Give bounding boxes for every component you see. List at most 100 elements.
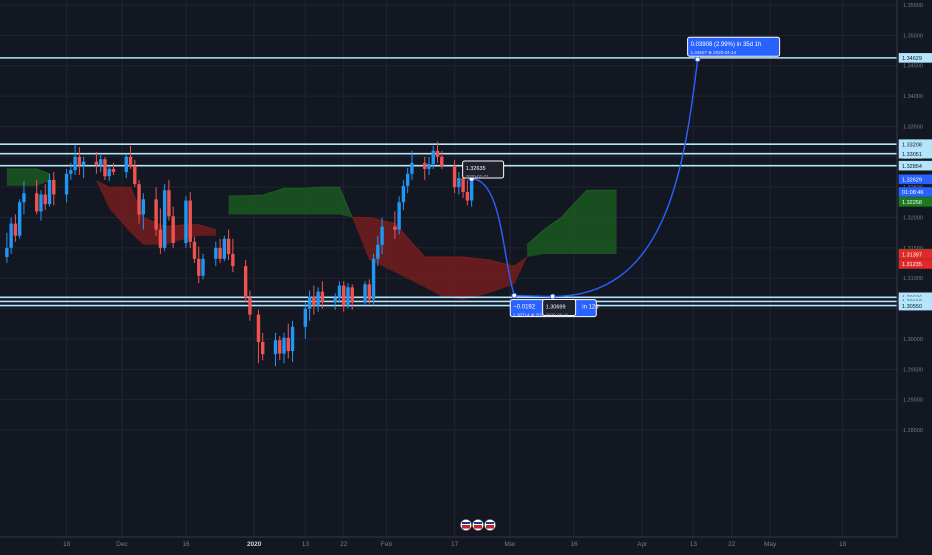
candle[interactable] — [435, 141, 440, 163]
candle[interactable] — [192, 236, 197, 264]
candle[interactable] — [307, 290, 312, 321]
candle[interactable] — [47, 173, 52, 207]
candle[interactable] — [201, 253, 205, 280]
candle[interactable] — [43, 184, 47, 211]
candle-body — [261, 341, 265, 355]
candle[interactable] — [171, 206, 175, 248]
candle-body — [248, 297, 252, 315]
candle[interactable] — [380, 217, 384, 254]
projection-point[interactable] — [511, 292, 518, 299]
candle[interactable] — [401, 179, 406, 211]
candle[interactable] — [320, 281, 325, 309]
candle[interactable] — [64, 168, 69, 203]
candle[interactable] — [218, 238, 222, 264]
candle[interactable] — [81, 156, 86, 179]
candle[interactable] — [226, 229, 231, 261]
candle[interactable] — [52, 171, 56, 206]
candle[interactable] — [256, 309, 261, 364]
time-tick-label: Mar — [504, 541, 516, 548]
candle[interactable] — [410, 150, 414, 180]
candle-body — [107, 168, 111, 177]
candle[interactable] — [371, 253, 376, 306]
candle[interactable] — [431, 145, 435, 169]
candle[interactable] — [162, 184, 167, 251]
candle[interactable] — [35, 179, 39, 215]
projection-path[interactable] — [471, 59, 699, 298]
price-axis[interactable]: 1.35500 1.35000 1.34500 1.34000 1.33500 1.330… — [896, 0, 932, 550]
price-tick-label: 1.33500 — [903, 124, 923, 130]
candle[interactable] — [39, 190, 43, 221]
candle[interactable] — [9, 217, 13, 254]
candle[interactable] — [282, 332, 286, 364]
candle[interactable] — [124, 153, 128, 179]
candle[interactable] — [337, 281, 342, 303]
candle[interactable] — [286, 323, 290, 359]
candle[interactable] — [94, 151, 99, 174]
candle[interactable] — [393, 211, 397, 239]
candle[interactable] — [197, 246, 201, 284]
candle[interactable] — [214, 241, 218, 267]
candle[interactable] — [111, 162, 116, 176]
candle[interactable] — [248, 290, 252, 321]
candle[interactable] — [440, 150, 444, 169]
candle[interactable] — [405, 167, 410, 194]
candle[interactable] — [133, 159, 137, 188]
candle[interactable] — [13, 214, 18, 242]
flag-icon[interactable] — [472, 519, 484, 531]
candle[interactable] — [69, 162, 73, 180]
low-callout[interactable]: 1.30699 2020-03-11 — [542, 299, 577, 318]
candle[interactable] — [188, 192, 192, 248]
projection-point[interactable] — [694, 56, 701, 63]
candle[interactable] — [222, 235, 227, 262]
candle[interactable] — [367, 279, 371, 304]
candle[interactable] — [333, 293, 337, 310]
candle[interactable] — [363, 281, 367, 306]
candle[interactable] — [98, 153, 103, 172]
candle[interactable] — [316, 287, 320, 312]
candle[interactable] — [427, 156, 431, 176]
time-axis[interactable]: 18 Dec 16 2020 13 22 Feb 17 Mar 16 Apr 13 22 May 18 — [0, 536, 932, 550]
candle[interactable] — [278, 335, 282, 361]
candle[interactable] — [312, 285, 316, 315]
candle[interactable] — [397, 196, 401, 235]
candle[interactable] — [22, 181, 26, 215]
candle[interactable] — [303, 302, 308, 339]
candle[interactable] — [154, 187, 158, 236]
candle[interactable] — [376, 235, 380, 267]
candle[interactable] — [103, 156, 107, 180]
candle[interactable] — [77, 147, 82, 176]
candle[interactable] — [167, 179, 171, 221]
candle[interactable] — [73, 144, 77, 176]
flag-icon[interactable] — [484, 519, 496, 531]
peak-callout[interactable]: 1.32635 2020-02-21 — [462, 160, 505, 179]
candle[interactable] — [261, 332, 265, 361]
candle[interactable] — [231, 238, 235, 273]
candle[interactable] — [461, 175, 465, 199]
candle[interactable] — [342, 281, 346, 312]
candle[interactable] — [273, 332, 278, 367]
candle[interactable] — [141, 193, 146, 230]
candle-body — [363, 284, 367, 303]
candle[interactable] — [423, 156, 427, 180]
candle[interactable] — [5, 232, 9, 264]
candle[interactable] — [346, 283, 350, 309]
projection-point[interactable] — [549, 293, 556, 300]
candle[interactable] — [465, 179, 470, 206]
candle[interactable] — [137, 179, 141, 224]
candle[interactable] — [184, 196, 188, 248]
candle[interactable] — [128, 145, 133, 169]
candle[interactable] — [457, 171, 461, 195]
up-move-callout[interactable]: 0.03908 (2.99%) in 35d 1h 1.34607 ⊕ 2020-… — [687, 36, 781, 57]
candle[interactable] — [107, 165, 111, 182]
economic-events[interactable] — [460, 519, 496, 531]
candle-body — [81, 161, 86, 166]
candle[interactable] — [290, 320, 295, 363]
candle[interactable] — [350, 284, 354, 310]
candle[interactable] — [158, 208, 163, 254]
candle[interactable] — [452, 159, 457, 194]
candle[interactable] — [17, 199, 22, 239]
flag-icon[interactable] — [460, 519, 472, 531]
candle[interactable] — [243, 260, 248, 303]
